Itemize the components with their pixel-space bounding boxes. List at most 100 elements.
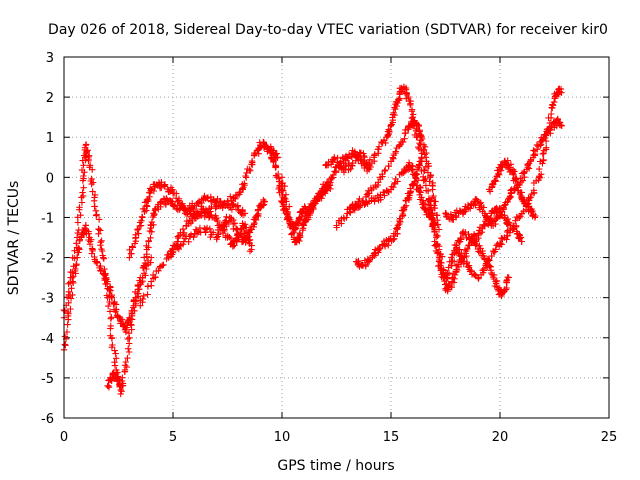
data-point [105, 302, 112, 310]
data-point [330, 171, 337, 179]
data-point [476, 242, 483, 249]
data-point [129, 244, 136, 251]
data-point [504, 157, 511, 164]
data-point [243, 224, 250, 231]
data-point [506, 229, 514, 236]
data-point [371, 151, 378, 158]
data-point [417, 189, 424, 196]
data-point [493, 280, 500, 287]
data-point [377, 196, 384, 203]
data-point [86, 241, 94, 248]
data-point [68, 285, 75, 292]
data-point [366, 190, 373, 197]
data-point [161, 181, 169, 188]
grid-lines [64, 57, 609, 418]
y-tick-label: 1 [46, 131, 54, 146]
data-point [179, 200, 186, 207]
data-point [97, 239, 104, 246]
data-point [492, 220, 499, 228]
data-point [71, 255, 78, 262]
data-point [396, 142, 403, 149]
data-point [491, 177, 498, 185]
x-tick-label: 20 [492, 430, 509, 445]
data-point [448, 254, 455, 261]
y-tick-label: 3 [46, 51, 54, 66]
data-point [111, 362, 119, 369]
data-point [428, 206, 435, 214]
data-point [310, 200, 317, 207]
data-point [480, 204, 487, 211]
data-point [492, 246, 499, 253]
data-point [520, 169, 527, 176]
data-point [330, 155, 338, 163]
data-point [279, 187, 287, 194]
data-point [406, 192, 413, 199]
data-point [302, 204, 309, 212]
data-point [175, 197, 182, 204]
data-point [127, 250, 135, 257]
data-point [67, 295, 75, 302]
data-point [504, 218, 512, 226]
series-sat-o [442, 115, 565, 229]
data-point [134, 226, 141, 234]
data-point [415, 161, 423, 168]
data-point [431, 242, 438, 249]
data-point [530, 147, 537, 154]
data-point [477, 199, 484, 206]
y-tick-label: -2 [41, 252, 54, 267]
data-point [395, 96, 402, 103]
data-point [536, 165, 543, 173]
data-point [517, 234, 525, 241]
data-point [400, 207, 407, 214]
data-point [183, 211, 191, 218]
data-point [533, 141, 541, 149]
data-point [376, 245, 383, 253]
data-point [336, 160, 343, 167]
data-point [417, 137, 424, 144]
data-point [171, 202, 179, 209]
data-point [366, 156, 374, 163]
data-point [548, 110, 555, 118]
data-point [185, 238, 192, 245]
data-point [128, 322, 135, 329]
data-point [416, 188, 423, 195]
data-point [108, 314, 115, 321]
series-sat-f [165, 203, 255, 261]
data-point [411, 179, 418, 187]
data-point [513, 175, 520, 182]
data-point [463, 258, 471, 266]
data-point [356, 203, 363, 211]
data-point [67, 274, 74, 281]
data-point [240, 223, 247, 230]
data-point [385, 163, 392, 170]
data-point [513, 222, 520, 229]
data-point [382, 166, 389, 174]
data-point [88, 180, 95, 188]
data-point [422, 206, 430, 213]
data-point [503, 277, 510, 285]
data-point [112, 350, 119, 357]
y-tick-label: -1 [41, 211, 54, 226]
data-point [104, 294, 111, 301]
series-sat-h [278, 174, 334, 246]
data-point [392, 149, 399, 157]
data-point [86, 152, 93, 159]
data-point [132, 294, 140, 301]
series-sat-l [352, 154, 425, 270]
data-point [246, 166, 253, 173]
data-point [144, 283, 152, 290]
data-point [557, 122, 565, 129]
data-point [74, 229, 81, 237]
data-point [249, 159, 256, 166]
data-point [486, 188, 494, 195]
data-point [245, 228, 252, 236]
data-point [136, 277, 143, 284]
data-point [139, 274, 146, 281]
data-points [60, 83, 565, 398]
x-tick-label: 0 [60, 430, 68, 445]
data-point [261, 198, 268, 205]
data-point [434, 249, 441, 256]
data-point [165, 254, 172, 261]
data-point [516, 181, 523, 189]
data-point [79, 189, 86, 196]
